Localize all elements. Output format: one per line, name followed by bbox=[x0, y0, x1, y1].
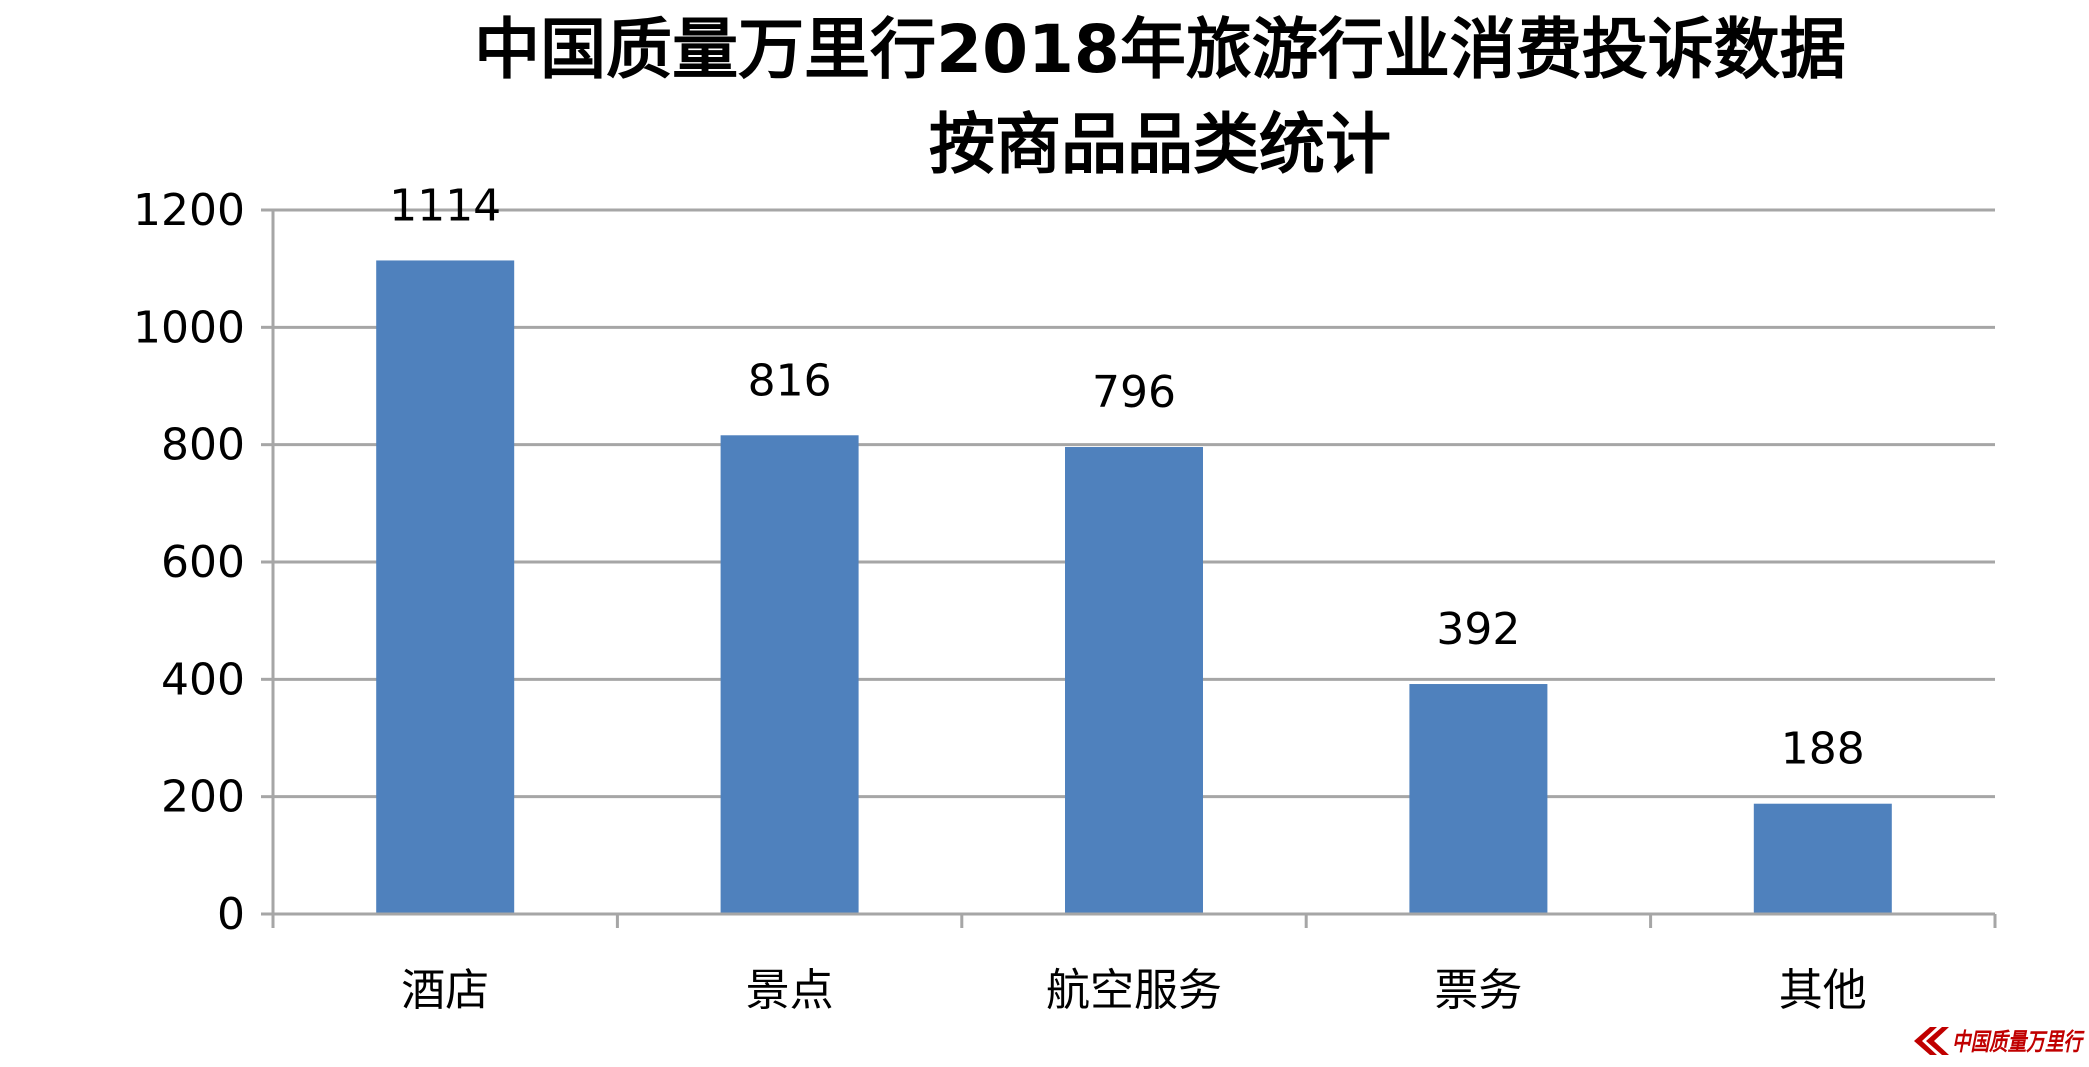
data-label: 1114 bbox=[389, 180, 501, 231]
y-tick-label: 400 bbox=[161, 654, 245, 705]
y-tick-label: 1000 bbox=[133, 302, 245, 353]
data-label: 188 bbox=[1781, 724, 1865, 775]
data-label: 796 bbox=[1092, 367, 1176, 418]
bar bbox=[1065, 447, 1203, 914]
watermark-text: 中国质量万里行 bbox=[1952, 1027, 2085, 1056]
x-category-label: 酒店 bbox=[401, 965, 489, 1016]
x-category-label: 票务 bbox=[1434, 965, 1522, 1016]
bar bbox=[720, 435, 859, 914]
chart-title-line-1: 中国质量万里行2018年旅游行业消费投诉数据 bbox=[474, 11, 1846, 88]
data-label: 816 bbox=[748, 355, 832, 406]
chart-title-line-2: 按商品品类统计 bbox=[929, 106, 1391, 183]
watermark-chevron-icon bbox=[1914, 1027, 1937, 1055]
x-category-label: 景点 bbox=[746, 965, 834, 1016]
x-category-label: 其他 bbox=[1779, 965, 1867, 1016]
x-category-label: 航空服务 bbox=[1046, 965, 1222, 1016]
axes bbox=[271, 210, 1997, 928]
x-axis-labels: 酒店 景点 航空服务 票务 其他 bbox=[401, 965, 1867, 1016]
bar bbox=[1753, 803, 1892, 914]
watermark-chevron-icon-2 bbox=[1926, 1027, 1949, 1055]
data-label: 392 bbox=[1436, 604, 1520, 655]
y-tick-label: 0 bbox=[217, 889, 245, 940]
y-tick-label: 800 bbox=[161, 420, 245, 471]
bars bbox=[376, 260, 1892, 914]
y-tick-label: 1200 bbox=[133, 185, 245, 236]
bar bbox=[1409, 684, 1548, 914]
watermark-logo: 中国质量万里行 bbox=[1914, 1027, 2085, 1056]
bar bbox=[376, 260, 515, 914]
y-tick-label: 600 bbox=[161, 537, 245, 588]
chart-title: 中国质量万里行2018年旅游行业消费投诉数据 按商品品类统计 bbox=[474, 11, 1846, 183]
y-axis-ticks: 0 200 400 600 800 1000 1200 bbox=[133, 185, 273, 940]
y-tick-label: 200 bbox=[161, 772, 245, 823]
data-labels: 1114 816 796 392 188 bbox=[389, 180, 1865, 774]
